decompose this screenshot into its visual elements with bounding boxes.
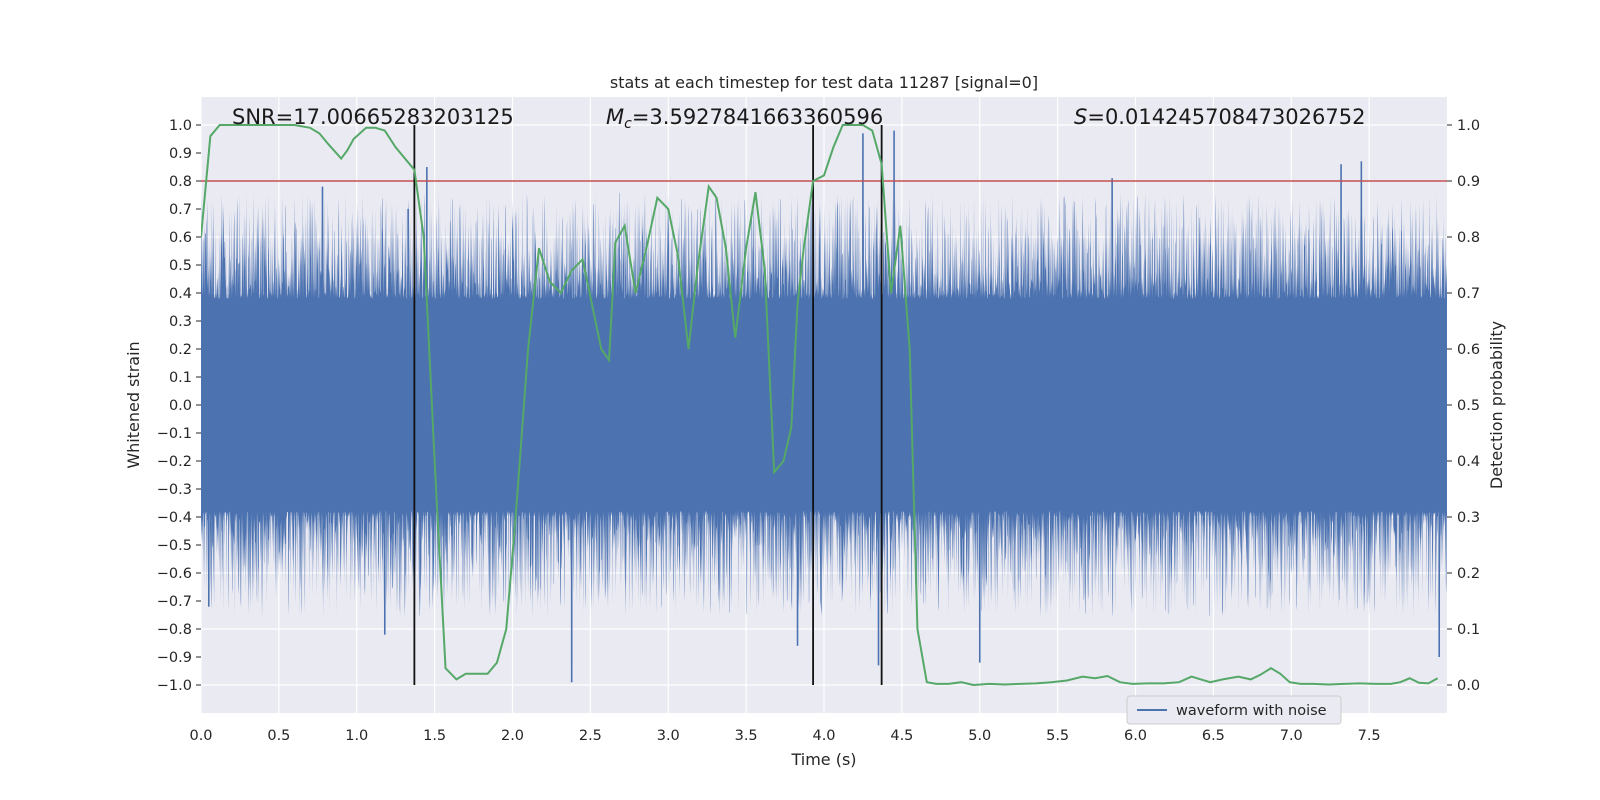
x-tick-label: 6.0 — [1124, 728, 1147, 744]
y2-tick-label: 0.8 — [1457, 230, 1480, 246]
s-value: =0.014245708473026752 — [1087, 105, 1365, 129]
y-tick-label: 0.4 — [169, 286, 192, 302]
y-tick-label: −0.4 — [157, 510, 192, 526]
y-axis-label: Whitened strain — [124, 341, 143, 468]
y-tick-label: 0.0 — [169, 398, 192, 414]
waveform-spikes — [207, 130, 1441, 683]
y-tick-label: 0.1 — [169, 370, 192, 386]
snr-annotation: SNR=17.00665283203125 — [232, 105, 514, 129]
y-tick-label: −0.7 — [157, 594, 192, 610]
x-tick-label: 5.5 — [1046, 728, 1069, 744]
y-tick-label: −0.6 — [157, 566, 192, 582]
legend-box — [1126, 695, 1342, 725]
y-tick-label: −0.9 — [157, 650, 192, 666]
y-tick-label: −0.2 — [157, 454, 192, 470]
y2-tick-label: 0.6 — [1457, 342, 1480, 358]
y-tick-label: 0.9 — [169, 146, 192, 162]
x-tick-label: 2.0 — [501, 728, 524, 744]
chart-title: stats at each timestep for test data 112… — [610, 73, 1038, 92]
s-annotation: S=0.014245708473026752 — [1074, 105, 1365, 129]
x-tick-label: 3.5 — [735, 728, 758, 744]
y-tick-label: 0.7 — [169, 202, 192, 218]
y-tick-label: −0.8 — [157, 622, 192, 638]
y2-tick-label: 0.3 — [1457, 510, 1480, 526]
y-tick-label: 0.2 — [169, 342, 192, 358]
legend: waveform with noise — [1126, 695, 1342, 725]
y-tick-label: 1.0 — [169, 118, 192, 134]
marker-lines — [413, 125, 883, 685]
x-tick-label: 1.0 — [345, 728, 368, 744]
y2-tick-label: 0.0 — [1457, 678, 1480, 694]
detection-probability-line — [201, 124, 1439, 687]
x-tick-label: 0.0 — [189, 728, 212, 744]
y2-tick-label: 0.1 — [1457, 622, 1480, 638]
x-tick-label: 4.5 — [890, 728, 913, 744]
x-tick-label: 0.5 — [267, 728, 290, 744]
y-tick-label: −0.5 — [157, 538, 192, 554]
y2-tick-label: 0.9 — [1457, 174, 1480, 190]
x-tick-label: 5.0 — [968, 728, 991, 744]
y-tick-label: 0.5 — [169, 258, 192, 274]
y2-tick-label: 0.5 — [1457, 398, 1480, 414]
y2-axis-label: Detection probability — [1487, 321, 1506, 489]
y2-tick-label: 0.4 — [1457, 454, 1480, 470]
y-tick-label: −0.1 — [157, 426, 192, 442]
y-tick-label: −1.0 — [157, 678, 192, 694]
x-tick-label: 3.0 — [657, 728, 680, 744]
y-tick-label: −0.3 — [157, 482, 192, 498]
y-axis-ticks: 1.0 0.9 0.8 0.7 0.6 0.5 0.4 0.3 0.2 0.1 0.0 −0.1 −0.… — [157, 118, 201, 694]
x-tick-label: 1.5 — [423, 728, 446, 744]
chirp-mass-value: =3.5927841663360596 — [632, 105, 883, 129]
y-tick-label: 0.6 — [169, 230, 192, 246]
legend-label: waveform with noise — [1176, 703, 1327, 719]
x-tick-label: 4.0 — [812, 728, 835, 744]
x-tick-label: 7.5 — [1358, 728, 1381, 744]
s-symbol: S — [1074, 105, 1087, 129]
chirp-mass-symbol: M — [606, 105, 624, 129]
y-tick-label: 0.8 — [169, 174, 192, 190]
x-tick-label: 2.5 — [579, 728, 602, 744]
y2-axis-ticks: 1.0 0.9 0.8 0.7 0.6 0.5 0.4 0.3 0.2 0.1 0.0 — [1447, 118, 1480, 694]
y2-tick-label: 0.7 — [1457, 286, 1480, 302]
x-axis-label: Time (s) — [790, 750, 856, 769]
chirp-mass-subscript: c — [624, 116, 632, 132]
x-axis-ticks: 0.0 0.5 1.0 1.5 2.0 2.5 3.0 3.5 4.0 4.5 5.0 5.5 6.0 6… — [189, 728, 1380, 744]
y2-tick-label: 0.2 — [1457, 566, 1480, 582]
y-tick-label: 0.3 — [169, 314, 192, 330]
x-tick-label: 6.5 — [1202, 728, 1225, 744]
x-tick-label: 7.0 — [1280, 728, 1303, 744]
y2-tick-label: 1.0 — [1457, 118, 1480, 134]
chirp-mass-annotation: Mc=3.5927841663360596 — [606, 105, 883, 132]
